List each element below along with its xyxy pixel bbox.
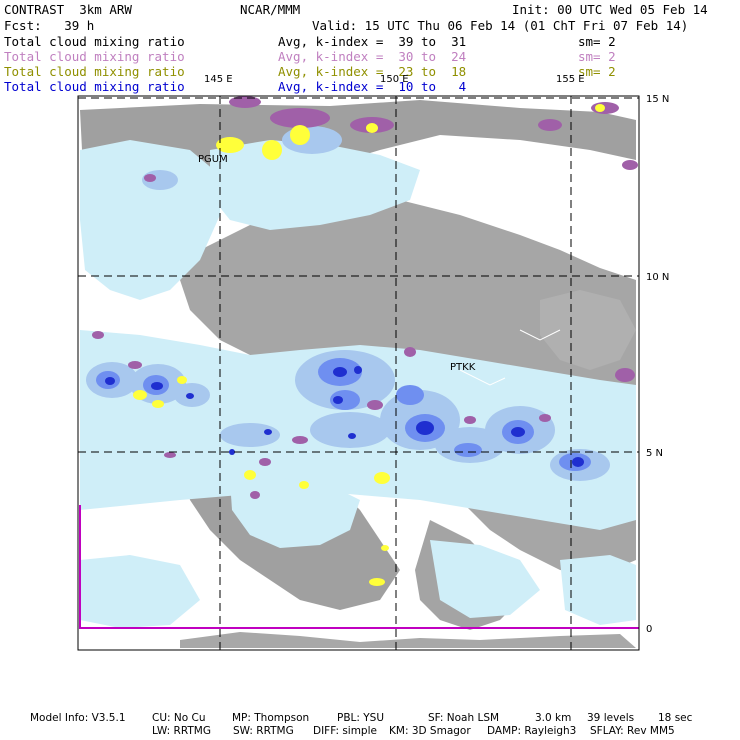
lon-label-155: 155 E	[556, 74, 585, 85]
map-border	[77, 95, 640, 651]
longwave-scheme: LW: RRTMG	[152, 725, 211, 737]
init-time: Init: 00 UTC Wed 05 Feb 14	[512, 2, 708, 17]
shortwave-scheme: SW: RRTMG	[233, 725, 294, 737]
legend-field-1: Total cloud mixing ratio	[4, 34, 185, 49]
model-title: CONTRAST 3km ARW	[4, 2, 132, 17]
time-step: 18 sec	[658, 712, 693, 724]
microphysics-scheme: MP: Thompson	[232, 712, 310, 724]
lon-label-150: 150 E	[380, 74, 409, 85]
legend-sm-1: sm= 2	[578, 34, 616, 49]
lat-label-10n: 10 N	[646, 272, 669, 283]
diffusion-option: DIFF: simple	[313, 725, 377, 737]
grid-spacing: 3.0 km	[535, 712, 572, 724]
forecast-hour: Fcst: 39 h	[4, 18, 95, 33]
vertical-levels: 39 levels	[587, 712, 635, 724]
legend-field-2: Total cloud mixing ratio	[4, 49, 185, 64]
latitude-labels: 15 N 10 N 5 N 0	[646, 94, 669, 635]
km-option: KM: 3D Smagor	[389, 725, 471, 737]
lat-label-0: 0	[646, 624, 652, 635]
longitude-labels: 145 E 150 E 155 E	[204, 74, 585, 85]
legend-field-3: Total cloud mixing ratio	[4, 64, 185, 79]
lat-label-15n: 15 N	[646, 94, 669, 105]
station-pgum: PGUM	[198, 154, 228, 165]
lat-lon-grid	[78, 96, 639, 650]
coastline-outlines	[459, 329, 561, 386]
legend-sm-3: sm= 2	[578, 64, 616, 79]
cumulus-scheme: CU: No Cu	[152, 712, 206, 724]
legend-avg-3: Avg, k-index = 23 to 18	[278, 64, 467, 79]
legend-avg-4: Avg, k-index = 10 to 4	[278, 79, 467, 94]
cloud-yellow-patches	[133, 104, 605, 586]
surface-layer-option: SFLAY: Rev MM5	[590, 725, 675, 737]
legend-avg-2: Avg, k-index = 30 to 24	[278, 49, 467, 64]
organization: NCAR/MMM	[240, 2, 301, 17]
valid-time: Valid: 15 UTC Thu 06 Feb 14 (01 ChT Fri …	[312, 18, 689, 33]
lon-label-145: 145 E	[204, 74, 233, 85]
lat-label-5n: 5 N	[646, 448, 663, 459]
station-ptkk: PTKK	[450, 362, 476, 373]
legend-avg-1: Avg, k-index = 39 to 31	[278, 34, 467, 49]
legend-field-4: Total cloud mixing ratio	[4, 79, 185, 94]
model-version: Model Info: V3.5.1	[30, 712, 126, 724]
legend-sm-2: sm= 2	[578, 49, 616, 64]
damping-option: DAMP: Rayleigh3	[487, 725, 577, 737]
surface-scheme: SF: Noah LSM	[428, 712, 500, 724]
cloud-dark-blue-cores	[105, 366, 584, 467]
domain-boundary-frame	[79, 505, 639, 629]
pbl-scheme: PBL: YSU	[337, 712, 385, 724]
station-markers: PGUM PTKK	[198, 154, 476, 373]
